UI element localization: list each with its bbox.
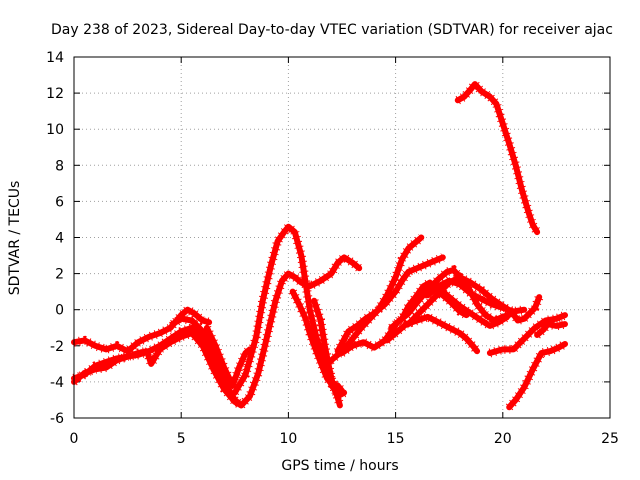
y-tick-label: 14 xyxy=(46,50,64,66)
x-axis-label: GPS time / hours xyxy=(281,458,398,474)
series-arc-10 xyxy=(334,254,446,355)
x-tick-label: 25 xyxy=(601,431,619,447)
series-markers-arc-14 xyxy=(405,272,544,328)
data-series xyxy=(71,77,568,412)
y-tick-label: 8 xyxy=(55,158,64,174)
series-arc-20 xyxy=(454,81,541,236)
y-tick-label: -6 xyxy=(50,411,64,427)
x-tick-label: 5 xyxy=(177,431,186,447)
x-tick-label: 0 xyxy=(70,431,79,447)
series-markers-arc-8 xyxy=(309,299,347,403)
x-tick-label: 15 xyxy=(387,431,405,447)
series-markers-arc-17 xyxy=(488,310,567,358)
y-tick-label: 10 xyxy=(46,122,64,138)
series-markers-arc-15 xyxy=(424,275,525,317)
plot-frame xyxy=(73,56,611,419)
series-arc-1 xyxy=(71,306,213,355)
y-axis-label: SDTVAR / TECUs xyxy=(7,181,23,296)
y-tick-label: 12 xyxy=(46,86,64,102)
series-markers-arc-12 xyxy=(384,312,481,355)
y-tick-label: 2 xyxy=(55,267,64,283)
series-markers-arc-13 xyxy=(388,264,515,332)
y-tick-label: -2 xyxy=(50,339,64,355)
x-tick-label: 20 xyxy=(494,431,512,447)
series-markers-arc-19 xyxy=(534,319,566,339)
y-tick-label: 4 xyxy=(55,231,64,247)
series-arc-18 xyxy=(506,341,568,411)
x-tick-label: 10 xyxy=(279,431,297,447)
series-arc-16 xyxy=(439,288,511,329)
series-arc-5 xyxy=(203,324,253,389)
series-markers-arc-4 xyxy=(170,313,235,388)
series-markers-arc-3 xyxy=(72,327,244,410)
series-markers-arc-11 xyxy=(339,276,469,357)
y-tick-label: 6 xyxy=(55,194,64,210)
y-tick-label: -4 xyxy=(50,375,64,391)
y-tick-label: 0 xyxy=(55,303,64,319)
chart-title: Day 238 of 2023, Sidereal Day-to-day VTE… xyxy=(51,22,613,38)
